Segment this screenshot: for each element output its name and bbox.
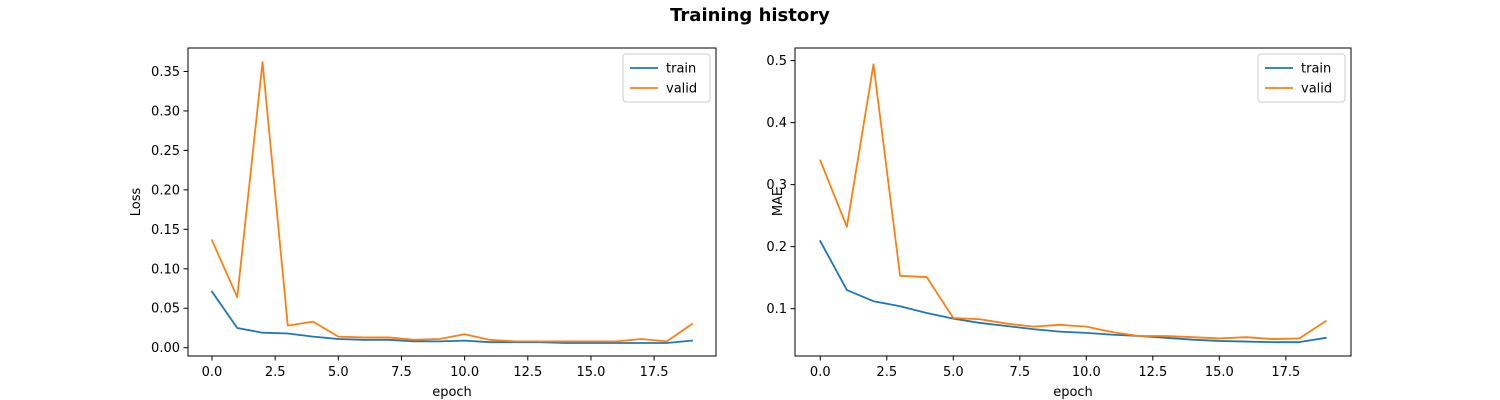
y-axis-label: Loss — [129, 188, 144, 217]
series-line-train — [210, 290, 693, 344]
legend-label-train: train — [666, 62, 696, 77]
x-tick-label: 7.5 — [1009, 365, 1030, 380]
y-tick-label: 0.05 — [151, 302, 180, 317]
y-tick-label: 0.00 — [151, 341, 180, 356]
x-tick-label: 17.5 — [1271, 365, 1300, 380]
series-line-valid — [210, 61, 694, 343]
axes-frame — [794, 47, 1352, 357]
y-tick-label: 0.30 — [151, 104, 180, 119]
figure-title: Training history — [670, 5, 830, 26]
x-tick-label: 0.0 — [810, 365, 831, 380]
y-tick-label: 0.10 — [151, 262, 180, 277]
x-tick-label: 5.0 — [328, 365, 349, 380]
x-tick-label: 0.0 — [202, 365, 223, 380]
subplot-2: 0.0 2.5 5.0 7.5 10.0 12.5 15.0 17.5 0.1 0.2 0.3 0.4… — [766, 47, 1352, 400]
x-tick-label: 10.0 — [1072, 365, 1101, 380]
x-axis-label: epoch — [432, 385, 472, 400]
x-tick-label: 5.0 — [943, 365, 964, 380]
y-tick-label: 0.3 — [766, 178, 787, 193]
x-tick-label: 15.0 — [576, 365, 605, 380]
x-tick-label: 15.0 — [1205, 365, 1234, 380]
x-tick-label: 17.5 — [640, 365, 669, 380]
y-tick-label: 0.1 — [766, 302, 787, 317]
legend: train valid — [622, 53, 711, 103]
x-tick-label: 12.5 — [1138, 365, 1167, 380]
series-line-valid — [819, 63, 1327, 340]
legend-label-valid: valid — [666, 82, 697, 97]
legend-label-valid: valid — [1301, 82, 1332, 97]
x-tick-label: 12.5 — [513, 365, 542, 380]
y-tick-label: 0.20 — [151, 183, 180, 198]
y-tick-label: 0.2 — [766, 240, 787, 255]
x-tick-label: 10.0 — [450, 365, 479, 380]
legend-label-train: train — [1301, 62, 1331, 77]
y-tick-label: 0.4 — [766, 116, 787, 131]
y-tick-label: 0.15 — [151, 223, 180, 238]
y-tick-label: 0.5 — [766, 54, 787, 69]
legend-box — [1257, 53, 1346, 103]
x-tick-label: 2.5 — [876, 365, 897, 380]
axes-frame — [187, 47, 717, 357]
subplot-1: 0.0 2.5 5.0 7.5 10.0 12.5 15.0 17.5 0.00 0.05 0.10… — [129, 47, 717, 400]
y-tick-label: 0.35 — [151, 65, 180, 80]
x-axis-label: epoch — [1053, 385, 1093, 400]
y-tick-label: 0.25 — [151, 144, 180, 159]
series-line-train — [819, 239, 1327, 344]
legend: train valid — [1257, 53, 1346, 103]
y-axis-label: MAE — [771, 188, 786, 216]
legend-box — [622, 53, 711, 103]
x-tick-label: 2.5 — [265, 365, 286, 380]
x-tick-label: 7.5 — [391, 365, 412, 380]
